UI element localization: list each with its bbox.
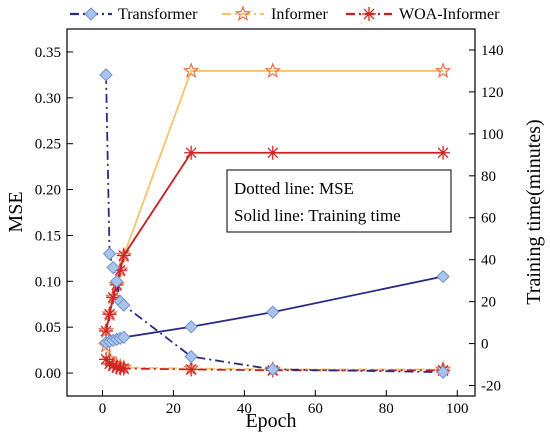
legend-asterisk-icon	[362, 7, 376, 21]
x-tick-label: 20	[166, 401, 181, 417]
y-axis-label: MSE	[5, 191, 27, 232]
time-point-transformer	[117, 330, 131, 344]
mse-point-transformer	[184, 349, 198, 364]
annotation-frame	[226, 169, 452, 233]
x-tick-label: 60	[308, 401, 323, 417]
mse-point-woa-informer	[106, 358, 121, 373]
legend-star-icon	[234, 5, 252, 22]
y2-tick-label: -20	[481, 379, 501, 395]
legend-label-woa-informer: WOA-Informer	[399, 6, 500, 23]
x-axis-label: Epoch	[245, 410, 296, 432]
y-tick-label: 0.20	[35, 183, 61, 199]
time-point-woa-informer	[113, 263, 128, 278]
time-point-woa-informer	[184, 145, 199, 160]
annotation-box: Dotted line: MSE Solid line: Training ti…	[226, 169, 452, 233]
x-tick-label: 100	[446, 401, 469, 417]
legend-marker-informer	[234, 5, 252, 22]
mse-point-transformer	[117, 298, 131, 312]
y2-tick-label: 60	[481, 211, 496, 227]
time-point-woa-informer	[99, 323, 114, 338]
legend: Transformer Informer WOA-Informer	[70, 5, 500, 23]
x-tick-label: 40	[237, 401, 252, 417]
y2-tick-label: 140	[481, 43, 504, 59]
legend-label-transformer: Transformer	[118, 6, 198, 23]
time-point-transformer	[436, 269, 450, 284]
time-point-woa-informer	[102, 307, 117, 322]
time-point-woa-informer	[265, 145, 280, 160]
mse-point-woa-informer	[184, 362, 199, 377]
y2-tick-label: 100	[481, 127, 504, 143]
time-point-informer	[264, 62, 282, 78]
mse-point-transformer	[106, 260, 120, 275]
y-tick-label: 0.30	[35, 91, 61, 107]
y2-axis-label: Training time(minutes)	[523, 119, 545, 304]
mse-point-transformer	[436, 365, 450, 379]
y2-tick-label: 0	[481, 337, 489, 353]
mse-point-transformer	[99, 68, 113, 82]
mse-point-woa-informer	[116, 361, 131, 376]
y-tick-label: 0.25	[35, 137, 61, 153]
x-tick-label: 0	[99, 401, 107, 417]
y-tick-label: 0.05	[35, 320, 61, 336]
time-point-woa-informer	[436, 145, 451, 160]
series-layer	[97, 62, 452, 379]
legend-marker-woa-informer	[362, 7, 376, 21]
time-point-informer	[182, 62, 200, 78]
time-point-informer	[434, 62, 452, 78]
y2-tick-label: 80	[481, 169, 496, 185]
y-tick-label: 0.00	[35, 366, 61, 382]
series-transformer	[99, 68, 450, 379]
y2-tick-label: 120	[481, 85, 504, 101]
mse-point-transformer	[109, 274, 124, 289]
time-point-woa-informer	[106, 290, 121, 305]
legend-marker-transformer	[84, 7, 98, 21]
mse-point-transformer	[102, 247, 117, 261]
plot-frame	[66, 28, 476, 397]
time-point-transformer	[266, 305, 280, 319]
mse-point-woa-informer	[102, 356, 117, 371]
x-tick-label: 80	[379, 401, 394, 417]
y2-tick-label: 20	[481, 295, 496, 311]
mse-point-transformer	[266, 362, 280, 377]
y-axis-right: -20 0 20 40 60 80 100 120 140	[469, 43, 504, 395]
mse-point-woa-informer	[109, 360, 124, 375]
x-axis: 0 20 40 60 80 100	[99, 390, 469, 417]
y-tick-label: 0.15	[35, 228, 61, 244]
annotation-line-2: Solid line: Training time	[234, 206, 401, 225]
y-tick-label: 0.35	[35, 45, 61, 61]
annotation-line-1: Dotted line: MSE	[234, 179, 354, 198]
y2-tick-label: 40	[481, 253, 496, 269]
time-point-transformer	[184, 320, 198, 334]
mse-point-woa-informer	[99, 352, 114, 367]
time-point-woa-informer	[116, 248, 131, 263]
series-woa-informer	[99, 145, 451, 378]
y-axis-left: 0.00 0.05 0.10 0.15 0.20 0.25 0.30 0.35	[35, 45, 73, 382]
legend-label-informer: Informer	[271, 6, 329, 23]
y-tick-label: 0.10	[35, 274, 61, 290]
